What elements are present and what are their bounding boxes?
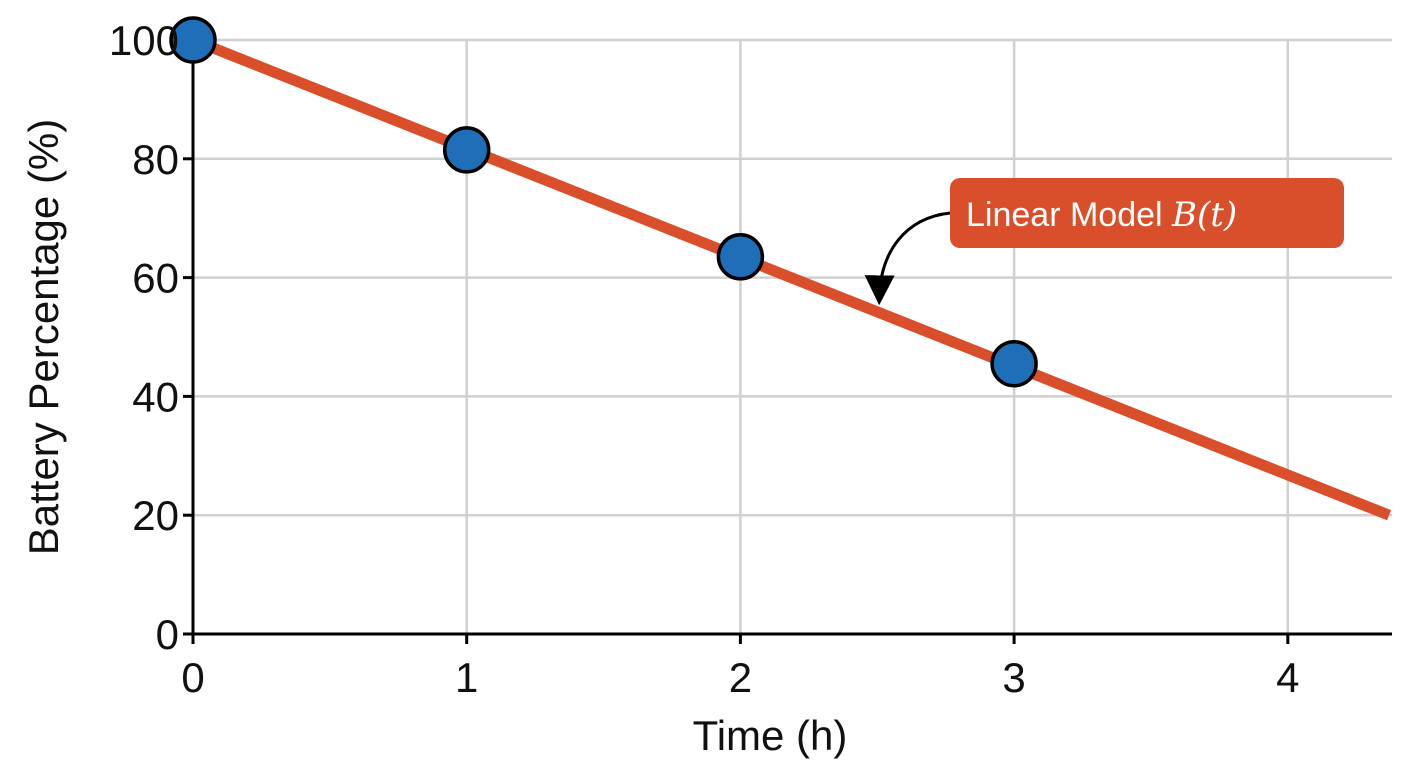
data-point-1 [442, 126, 491, 174]
x-tick-label-2: 2 [729, 654, 752, 701]
data-point-3 [990, 339, 1038, 388]
annotation-label: Linear Model B(t) [966, 195, 1237, 235]
x-tick-label-3: 3 [1002, 654, 1025, 701]
y-tick-label-0: 0 [156, 611, 179, 658]
series-points-group [169, 16, 1038, 388]
y-tick-label-60: 60 [132, 255, 179, 302]
y-tick-label-20: 20 [132, 492, 179, 539]
x-tick-label-0: 0 [181, 654, 204, 701]
y-axis-title: Battery Percentage (%) [20, 119, 67, 556]
x-axis-title: Time (h) [693, 712, 848, 759]
annotation-text: Linear Model [966, 196, 1172, 234]
x-tick-label-1: 1 [455, 654, 478, 701]
data-point-0 [169, 16, 217, 64]
linear-model-line [190, 34, 1392, 521]
y-tick-label-80: 80 [132, 136, 179, 183]
y-tick-label-40: 40 [132, 373, 179, 420]
y-tick-label-100: 100 [109, 17, 179, 64]
annotation: Linear Model B(t) [864, 178, 1344, 306]
x-tick-label-4: 4 [1276, 654, 1299, 701]
annotation-arrow [864, 211, 951, 306]
annotation-box [950, 178, 1344, 248]
series-line-group [190, 34, 1392, 521]
annotation-math: B(t) [1171, 195, 1237, 235]
data-point-2 [716, 233, 765, 281]
grid [193, 38, 1392, 634]
axes [183, 38, 1392, 644]
